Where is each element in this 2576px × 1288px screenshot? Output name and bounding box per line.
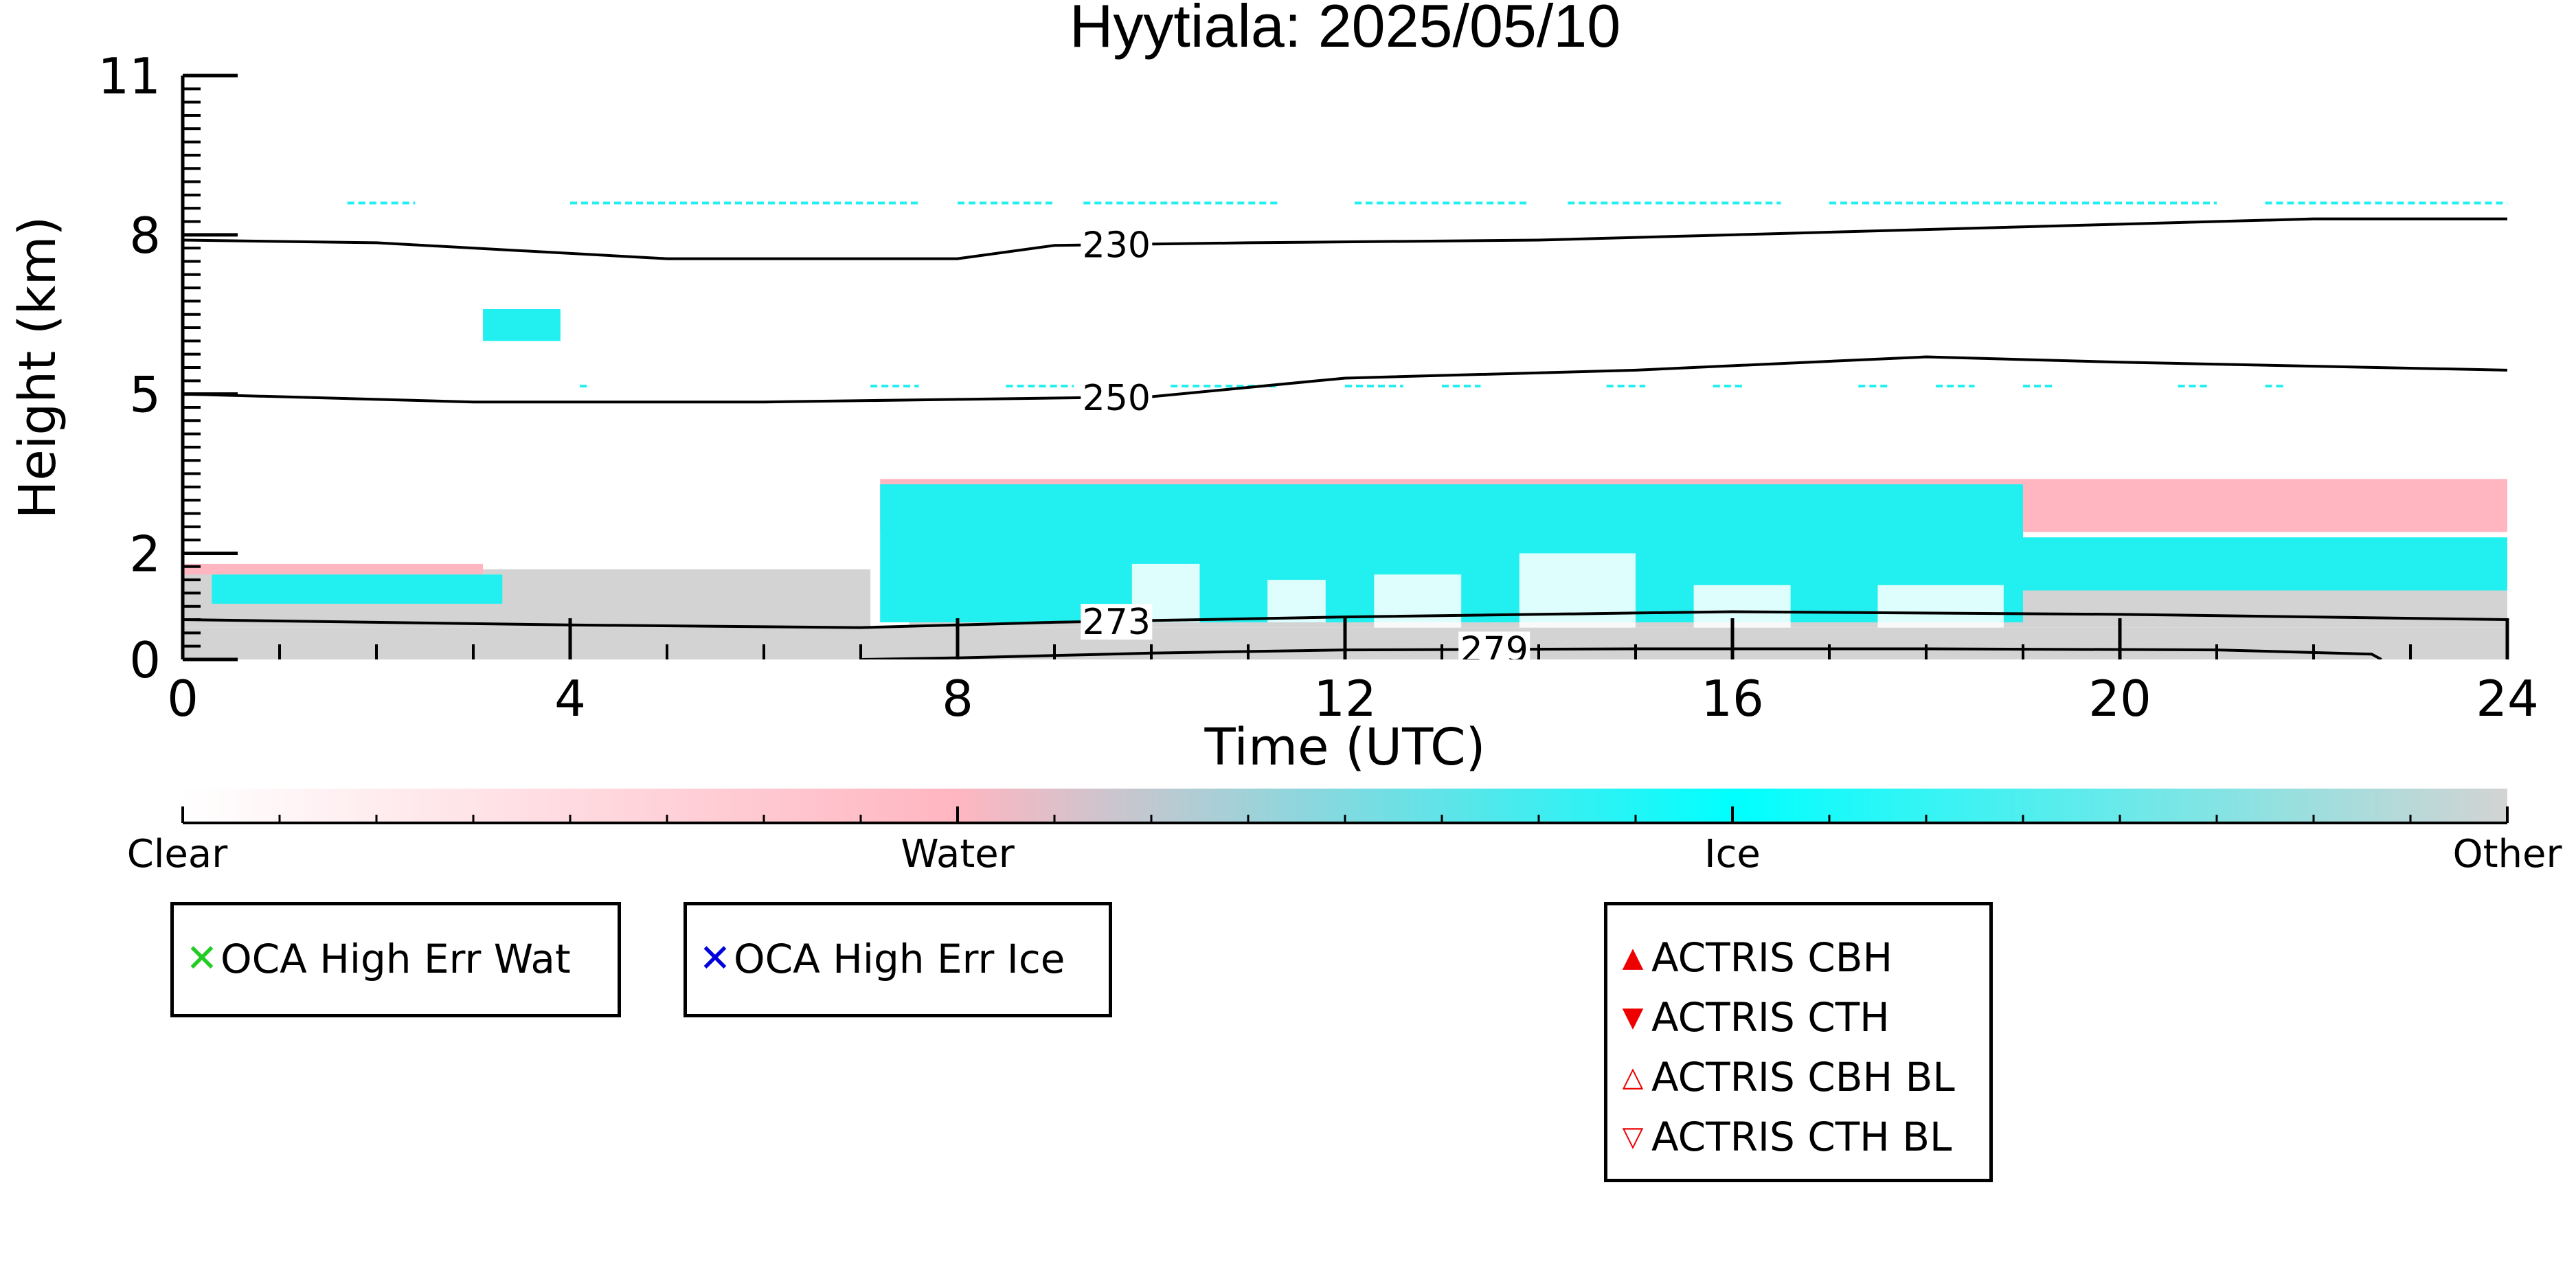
triangle-down-icon: ▼ [1622,1002,1644,1033]
x-tick-label: 8 [942,670,973,727]
triangle-up-icon: ▲ [1622,942,1644,973]
water-region [183,563,484,575]
legend-entry-actris-cbh-bl: △ ACTRIS CBH BL [1614,1054,1955,1100]
triangle-down-outline-icon: ▽ [1622,1121,1644,1153]
contour-line [183,217,2507,260]
ice-dashes [347,201,2507,388]
y-tick-label: 5 [129,366,161,424]
x-axis-label: Time (UTC) [1204,718,1485,777]
legend-label: ACTRIS CTH [1651,994,1890,1041]
x-tick-label: 0 [167,670,199,727]
contour-label-bg [1081,604,1153,640]
clear-gap [1374,574,1462,628]
legend-entry-oca-ice: ✕ OCA High Err Ice [697,936,1065,982]
clear-gap [1519,553,1636,628]
contour-line [183,610,2507,629]
x-tick-label: 12 [1313,670,1377,727]
contour-line [183,355,2507,404]
colorbar-label-clear: Clear [127,832,228,877]
legend-oca-water: ✕ OCA High Err Wat [170,902,621,1017]
legend-actris: ▲ ACTRIS CBH ▼ ACTRIS CTH △ ACTRIS CBH B… [1604,902,1993,1182]
legend-label: ACTRIS CBH BL [1651,1054,1955,1100]
triangle-up-outline-icon: △ [1622,1061,1644,1093]
axes: 0 2 5 8 11 0 4 8 12 16 20 24 [98,47,2538,727]
contour-label: 273 [1083,602,1151,643]
ice-region [2023,537,2507,591]
ice-region [483,309,561,341]
legend-entry-actris-cth: ▼ ACTRIS CTH [1614,994,1890,1041]
temperature-contours: 230 250 273 279 [183,217,2507,670]
ice-region [212,574,503,604]
y-tick-label: 11 [98,47,161,105]
contour-label: 230 [1083,225,1151,267]
colorbar-label-other: Other [2452,832,2562,877]
legend-label: OCA High Err Wat [221,936,571,982]
contour-label-bg [1458,631,1530,659]
clear-gap [1693,585,1791,628]
legend-entry-actris-cth-bl: ▽ ACTRIS CTH BL [1614,1114,1952,1160]
legend-label: OCA High Err Ice [734,936,1065,982]
y-tick-label: 8 [129,207,161,264]
legend-entry-oca-water: ✕ OCA High Err Wat [183,936,571,982]
x-tick-label: 4 [554,670,586,727]
contour-label: 279 [1460,629,1528,670]
legend-entry-actris-cbh: ▲ ACTRIS CBH [1614,934,1893,981]
legend-label: ACTRIS CBH [1651,934,1893,981]
clear-gaps [1131,553,2004,628]
cross-marker-icon: ✕ [185,936,218,981]
cross-marker-icon: ✕ [699,936,732,981]
colorbar-label-water: Water [901,832,1015,877]
x-tick-label: 20 [2088,670,2151,727]
clear-gap [1267,580,1326,622]
y-tick-label: 2 [129,525,161,583]
contour-label-bg [1081,227,1153,263]
y-axis-label: Height (km) [8,216,67,519]
y-tick-label: 0 [129,631,161,689]
colorbar-ticks [181,806,2509,824]
chart-title: Hyytiala: 2025/05/10 [1070,0,1620,60]
contour-label: 250 [1083,378,1151,419]
colorbar-label-ice: Ice [1704,832,1761,877]
legend-oca-ice: ✕ OCA High Err Ice [683,902,1112,1017]
contour-label-bg [1081,379,1153,416]
x-tick-label: 16 [1701,670,1764,727]
legend-label: ACTRIS CTH BL [1651,1114,1952,1160]
x-tick-label: 24 [2476,670,2539,727]
clear-gap [1877,585,2004,628]
